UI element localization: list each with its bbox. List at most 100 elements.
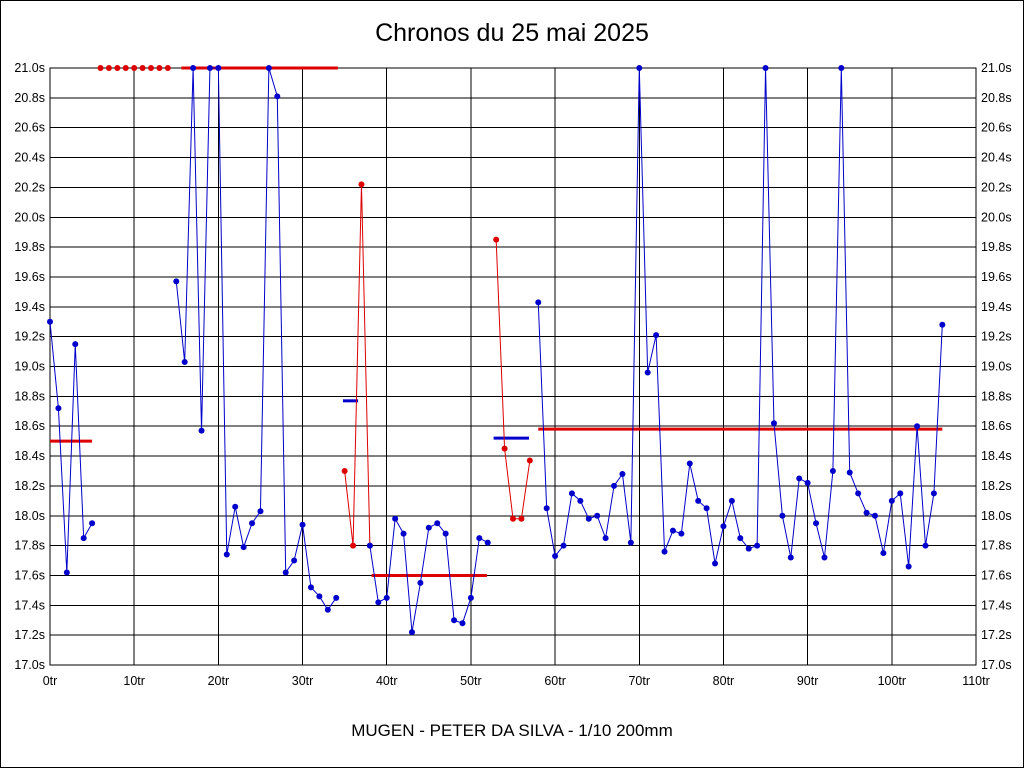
x-tick-label: 40tr xyxy=(376,674,398,688)
y-tick-label-right: 17.6s xyxy=(981,568,1012,582)
lap-times-stint-1-point xyxy=(63,569,70,576)
lap-times-stint-4-point xyxy=(611,482,618,489)
lap-times-stint-4-point xyxy=(863,509,870,516)
x-tick-label: 100tr xyxy=(878,674,907,688)
y-tick-label-right: 19.4s xyxy=(981,300,1012,314)
lap-times-stint-3-point xyxy=(451,617,458,624)
over-limit-lap-marker xyxy=(131,65,138,71)
pit-laps-2-point xyxy=(526,457,533,464)
lap-times-stint-4-point xyxy=(543,505,550,512)
y-tick-label-left: 21.0s xyxy=(14,61,45,75)
pit-laps-1-point xyxy=(350,542,357,549)
pit-laps-2-point xyxy=(493,236,500,243)
lap-times-stint-2-point xyxy=(274,93,281,100)
lap-times-stint-2-point xyxy=(181,359,188,366)
lap-time-chart: 0tr 10tr 20tr 30tr 40tr 50tr 60tr 70tr 80tr 90tr 1… xyxy=(14,61,1012,688)
lap-times-stint-4-point xyxy=(880,550,887,557)
lap-times-stint-2-point xyxy=(232,503,239,510)
y-tick-label-left: 19.4s xyxy=(14,300,45,314)
lap-times-stint-4-point xyxy=(745,545,752,552)
lap-times-stint-2-point xyxy=(190,65,197,71)
y-tick-label-right: 19.2s xyxy=(981,330,1012,344)
y-tick-label-left: 17.0s xyxy=(14,658,45,672)
y-tick-label-left: 17.6s xyxy=(14,568,45,582)
lap-times-stint-2-point xyxy=(173,278,180,285)
lap-times-stint-4-point xyxy=(535,299,542,306)
y-tick-label-right: 17.4s xyxy=(981,598,1012,612)
y-tick-label-left: 17.8s xyxy=(14,539,45,553)
y-tick-label-right: 21.0s xyxy=(981,61,1012,75)
over-limit-lap-marker xyxy=(156,65,163,71)
y-tick-label-right: 20.4s xyxy=(981,151,1012,165)
plot-border xyxy=(49,67,977,666)
lap-times-stint-2-point xyxy=(307,584,314,591)
x-tick-label: 110tr xyxy=(962,674,990,688)
y-tick-label-left: 17.4s xyxy=(14,598,45,612)
y-tick-label-left: 18.8s xyxy=(14,389,45,403)
over-limit-lap-marker xyxy=(148,65,155,71)
lap-times-stint-3-point xyxy=(425,524,432,531)
lap-times-stint-2-point xyxy=(257,508,264,515)
lap-times-stint-4-point xyxy=(678,530,685,537)
x-tick-label: 80tr xyxy=(713,674,735,688)
over-limit-lap-marker xyxy=(114,65,121,71)
lap-times-stint-4-point xyxy=(787,554,794,561)
lap-times-stint-2-point xyxy=(198,427,205,434)
lap-times-stint-4-point xyxy=(796,475,803,482)
lap-times-stint-2-line xyxy=(175,67,337,611)
y-tick-label-left: 19.0s xyxy=(14,360,45,374)
x-tick-label: 30tr xyxy=(292,674,314,688)
lap-times-stint-4-point xyxy=(712,560,719,567)
x-tick-label: 90tr xyxy=(797,674,819,688)
lap-times-stint-3-point xyxy=(467,594,474,601)
lap-times-stint-2-point xyxy=(299,521,306,528)
y-tick-label-right: 18.8s xyxy=(981,389,1012,403)
lap-times-stint-3-point xyxy=(392,515,399,522)
lap-times-stint-4-point xyxy=(669,527,676,534)
pit-laps-1-point xyxy=(341,467,348,474)
lap-times-stint-2-point xyxy=(291,557,298,564)
lap-times-stint-4-point xyxy=(871,512,878,519)
lap-times-stint-4-point xyxy=(888,497,895,504)
lap-times-stint-3-point xyxy=(366,542,373,549)
lap-times-stint-3-point xyxy=(375,599,382,606)
pit-laps-2-point xyxy=(501,445,508,452)
lap-times-stint-4-point xyxy=(930,490,937,497)
lap-times-stint-4-point xyxy=(552,553,559,560)
lap-times-stint-4-point xyxy=(813,520,820,527)
x-tick-label: 60tr xyxy=(544,674,566,688)
over-limit-lap-marker xyxy=(139,65,146,71)
lap-times-stint-2-point xyxy=(282,569,289,576)
lap-times-stint-2-point xyxy=(316,593,323,600)
lap-times-stint-4-point xyxy=(602,535,609,542)
lap-times-stint-4-point xyxy=(914,423,921,430)
lap-times-stint-1-point xyxy=(55,405,62,412)
lap-times-stint-4-point xyxy=(855,490,862,497)
y-tick-label-left: 20.0s xyxy=(14,210,45,224)
lap-times-stint-3-point xyxy=(400,530,407,537)
lap-times-stint-4-point xyxy=(728,497,735,504)
y-tick-label-right: 17.8s xyxy=(981,539,1012,553)
lap-times-stint-4-point xyxy=(770,420,777,427)
lap-times-stint-3-point xyxy=(383,594,390,601)
lap-times-stint-4-line xyxy=(537,67,943,567)
lap-times-stint-4-point xyxy=(560,542,567,549)
lap-times-stint-4-point xyxy=(703,505,710,512)
y-tick-label-right: 19.6s xyxy=(981,270,1012,284)
y-tick-label-left: 20.4s xyxy=(14,151,45,165)
pit-laps-1-line xyxy=(344,184,371,546)
lap-times-stint-4-point xyxy=(838,65,845,71)
lap-times-stint-4-point xyxy=(636,65,643,71)
lap-times-stint-3-point xyxy=(417,579,424,586)
y-tick-label-right: 20.8s xyxy=(981,91,1012,105)
lap-times-stint-4-point xyxy=(720,523,727,530)
lap-times-stint-4-point xyxy=(829,467,836,474)
lap-times-stint-3-point xyxy=(459,620,466,627)
over-limit-lap-marker xyxy=(97,65,104,71)
lap-times-stint-4-point xyxy=(568,490,575,497)
y-tick-label-left: 17.2s xyxy=(14,628,45,642)
lap-times-stint-1-line xyxy=(49,321,93,573)
y-tick-label-right: 18.0s xyxy=(981,509,1012,523)
lap-times-stint-2-point xyxy=(206,65,213,71)
y-tick-label-left: 20.2s xyxy=(14,180,45,194)
